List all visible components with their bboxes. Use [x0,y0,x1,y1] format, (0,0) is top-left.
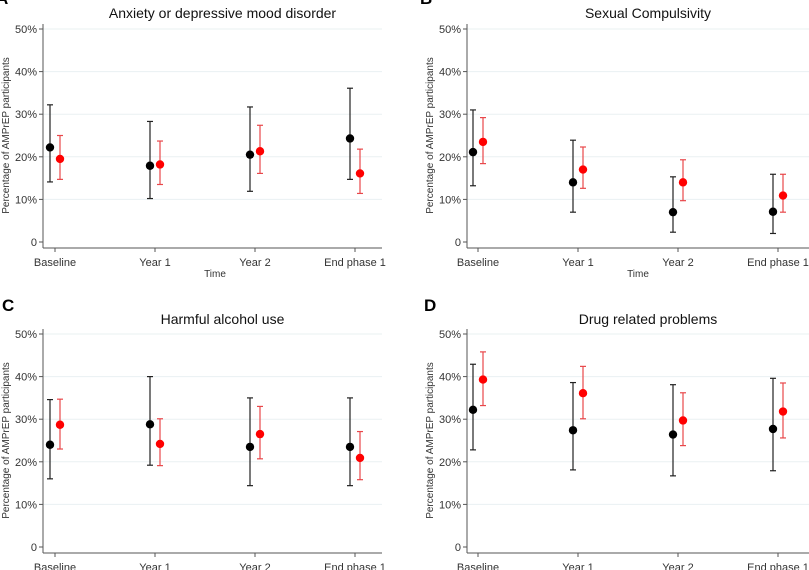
x-tick-label: Year 2 [239,562,270,570]
x-tick-label: End phase 1 [747,257,809,269]
panel-label: C [2,296,14,315]
panel-a: A Anxiety or depressive mood disorder 0 10%… [0,0,386,280]
y-tick-label: 30% [15,414,37,426]
y-tick-label: 10% [439,194,461,206]
data-point [45,143,55,152]
data-point [355,169,365,178]
panel-title: Harmful alcohol use [161,311,285,327]
x-tick-label: End phase 1 [324,257,386,269]
y-axis-label: Percentage of AMPrEP participants [1,362,12,519]
y-tick-label: 10% [15,499,37,511]
y-tick-label: 40% [439,372,461,384]
data-point [468,147,478,157]
data-point [155,439,165,449]
y-tick-label: 0 [31,237,37,249]
data-point [578,165,588,174]
x-tick-label: End phase 1 [747,562,809,570]
x-tick-label: Year 1 [562,257,593,269]
x-tick-label: Year 1 [139,257,170,269]
panel-title: Sexual Compulsivity [585,5,711,21]
y-tick-label: 30% [439,109,461,121]
y-tick-label: 20% [439,152,461,164]
data-point [568,426,578,435]
y-axis-label: Percentage of AMPrEP participants [425,57,436,214]
panel-title: Drug related problems [579,311,718,327]
y-tick-label: 0 [455,542,461,554]
panel-label: D [424,296,436,315]
y-tick-label: 50% [15,24,37,36]
x-tick-label: Year 1 [562,562,593,570]
x-tick-label: Baseline [34,257,76,269]
x-axis-label: Time [627,269,649,280]
x-tick-label: Year 2 [239,257,270,269]
data-point [768,207,778,216]
data-point [768,424,778,434]
data-point [145,161,155,170]
y-tick-label: 30% [15,109,37,121]
data-point [245,150,255,159]
data-point [568,178,578,187]
x-tick-label: Year 1 [139,562,170,570]
panel-d: D Drug related problems 0 10% 20% 30% 40% 50% Pe… [424,296,809,570]
y-tick-label: 0 [455,237,461,249]
x-axis-label: Time [204,269,226,280]
panel-c: C Harmful alcohol use 0 10% 20% 30% 40% 50% Perc… [1,296,386,570]
data-point [668,430,678,439]
data-point [345,442,355,452]
x-tick-label: Baseline [457,257,499,269]
data-point [578,389,588,398]
panel-title: Anxiety or depressive mood disorder [109,5,337,21]
x-tick-label: Year 2 [662,562,693,570]
data-point [155,160,165,169]
data-point [668,207,678,217]
data-point [778,407,788,416]
y-tick-label: 40% [439,67,461,79]
data-point [678,178,688,187]
y-tick-label: 50% [439,24,461,36]
panel-b: B Sexual Compulsivity 0 10% 20% 30% 40% 50% Perc… [420,0,809,280]
data-point [345,134,355,143]
y-tick-label: 50% [15,329,37,341]
data-point [478,375,488,384]
data-point [778,191,788,200]
y-tick-label: 20% [15,457,37,469]
y-axis-label: Percentage of AMPrEP participants [1,57,12,214]
data-point [468,405,478,415]
y-tick-label: 50% [439,329,461,341]
y-tick-label: 40% [15,67,37,79]
x-tick-label: Baseline [457,562,499,570]
y-tick-label: 20% [439,457,461,469]
y-tick-label: 20% [15,152,37,164]
data-point [55,154,65,164]
data-point [55,420,65,429]
data-point [255,147,265,156]
y-tick-label: 0 [31,542,37,554]
data-point [678,416,688,425]
data-point [145,420,155,429]
y-tick-label: 10% [439,499,461,511]
y-tick-label: 10% [15,194,37,206]
panel-label: B [420,0,432,8]
data-point [478,137,488,147]
data-point [245,442,255,452]
data-point [355,453,365,463]
y-tick-label: 40% [15,372,37,384]
data-point [255,429,265,439]
data-point [45,440,55,449]
x-tick-label: Year 2 [662,257,693,269]
x-tick-label: Baseline [34,562,76,570]
y-axis-label: Percentage of AMPrEP participants [425,362,436,519]
x-tick-label: End phase 1 [324,562,386,570]
panel-label: A [0,0,8,8]
y-tick-label: 30% [439,414,461,426]
